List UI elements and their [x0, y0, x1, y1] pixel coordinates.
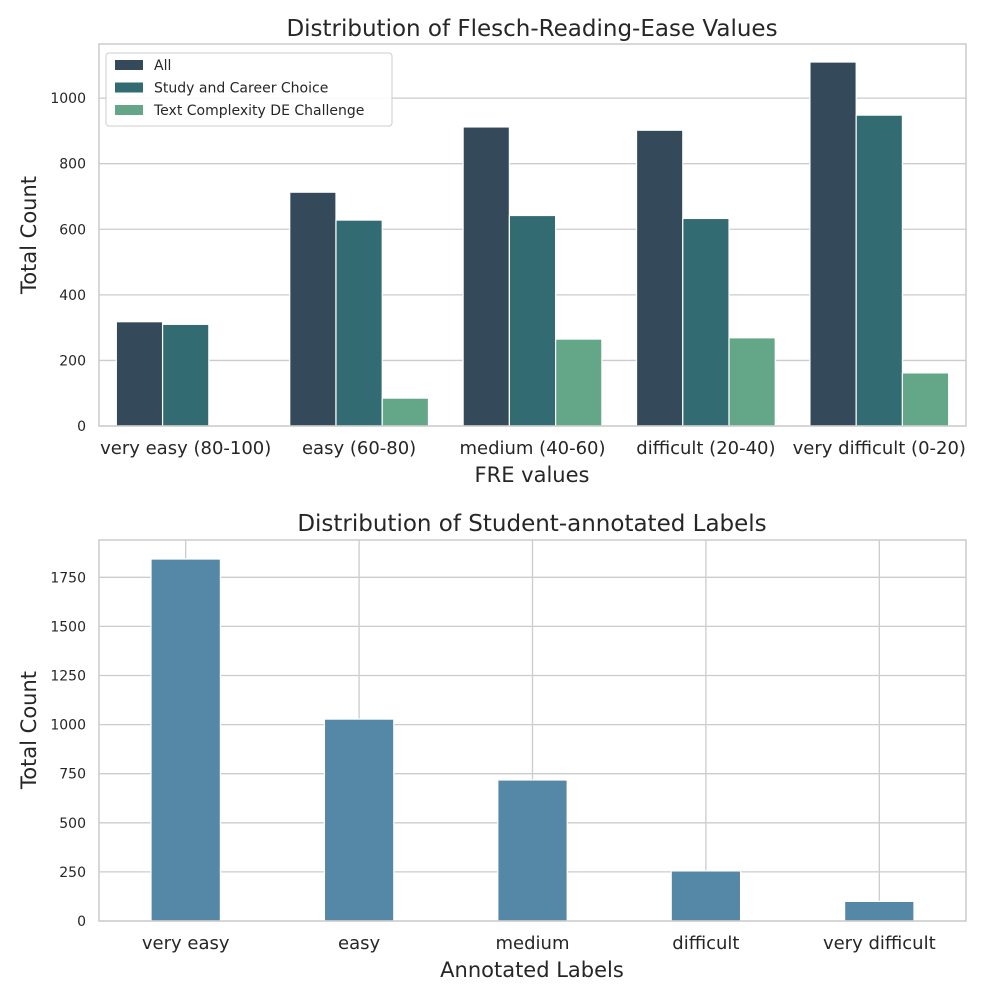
x-tick-label: difficult [672, 933, 739, 954]
y-tick-label: 800 [59, 157, 86, 173]
fre-distribution-chart: very easy (80-100) easy (60-80) medium (40… [17, 16, 967, 487]
bar [728, 337, 776, 427]
legend-box [105, 52, 393, 127]
y-tick-label: 1000 [50, 91, 86, 107]
y-tick-label: 1750 [50, 570, 86, 586]
x-tick-label: medium (40-60) [459, 438, 605, 459]
x-tick-labels: very easy (80-100) easy (60-80) medium (40… [100, 438, 966, 459]
x-tick-label: very difficult [823, 933, 936, 954]
chart-title: Distribution of Student-annotated Labels [297, 511, 766, 537]
bars [115, 61, 950, 427]
y-tick-label: 0 [77, 914, 86, 930]
bar [289, 191, 337, 427]
y-tick-label: 1500 [50, 619, 86, 635]
legend-entry: All [154, 58, 171, 74]
bar [462, 126, 510, 427]
x-tick-labels: very easy easy medium difficult very difficu… [142, 933, 936, 954]
y-axis-label: Total Count [17, 176, 41, 295]
student-labels-chart: very easy easy medium difficult very difficu… [17, 511, 967, 982]
bar [161, 323, 210, 427]
y-tick-label: 0 [77, 419, 86, 435]
bar [809, 61, 857, 427]
x-tick-label: easy [338, 933, 380, 954]
bar [670, 870, 742, 922]
y-tick-label: 750 [59, 767, 86, 783]
y-tick-labels: 0 250 500 750 1000 1250 1500 1750 [50, 570, 86, 930]
x-tick-label: difficult (20-40) [636, 438, 775, 459]
bars [150, 558, 915, 922]
x-tick-label: medium [496, 933, 570, 954]
y-tick-label: 500 [59, 816, 86, 832]
y-tick-label: 400 [59, 288, 86, 304]
bar [508, 214, 557, 427]
y-tick-label: 1250 [50, 669, 86, 685]
legend-entry: Study and Career Choice [154, 81, 328, 97]
legend-swatch [115, 105, 143, 115]
x-tick-label: very easy [142, 933, 230, 954]
x-tick-label: very difficult (0-20) [793, 438, 966, 459]
legend-entry: Text Complexity DE Challenge [153, 103, 364, 119]
y-axis-label: Total Count [17, 671, 41, 790]
legend-swatch [115, 60, 143, 70]
y-tick-label: 200 [59, 353, 86, 369]
chart-title: Distribution of Flesch-Reading-Ease Valu… [286, 16, 777, 42]
y-tick-labels: 0 200 400 600 800 1000 [50, 91, 86, 435]
bar [901, 372, 950, 427]
plot-frame [98, 43, 967, 427]
bar [115, 321, 164, 427]
plot-frame [98, 539, 967, 922]
x-axis-label: FRE values [475, 463, 590, 487]
bar [844, 900, 915, 922]
bar [555, 338, 603, 427]
bar [635, 129, 684, 427]
bar [497, 779, 568, 922]
bar [682, 217, 730, 427]
x-tick-label: very easy (80-100) [100, 438, 271, 459]
legend-swatch [115, 82, 143, 93]
y-tick-label: 1000 [50, 718, 86, 734]
x-tick-label: easy (60-80) [302, 438, 416, 459]
legend: All Study and Career Choice Text Complexit… [105, 52, 393, 127]
y-tick-label: 250 [59, 865, 86, 881]
bar [335, 219, 383, 427]
bar [323, 718, 395, 922]
y-tick-label: 600 [59, 222, 86, 238]
bar [150, 558, 221, 922]
bar [855, 114, 904, 427]
x-axis-label: Annotated Labels [440, 958, 624, 982]
bar [381, 397, 430, 427]
